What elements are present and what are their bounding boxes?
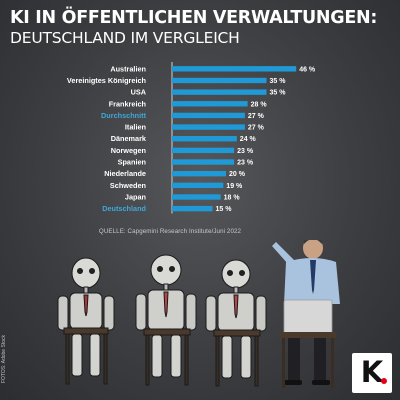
value-label: 19 % [226, 183, 243, 190]
category-label: USA [131, 88, 147, 97]
value-label: 27 % [248, 113, 265, 120]
value-label: 15 % [216, 206, 233, 213]
robot-1 [57, 257, 115, 385]
bar [172, 89, 267, 95]
bar [172, 182, 224, 189]
robot-2 [135, 254, 197, 386]
category-label: Schweden [110, 181, 146, 190]
category-label: Dänemark [111, 134, 147, 143]
category-label: Australien [110, 64, 146, 73]
category-label: Frankreich [109, 99, 146, 108]
chart-subtitle: DEUTSCHLAND IM VERGLEICH [10, 29, 240, 47]
logo-dot [381, 378, 387, 384]
category-label: Vereinigtes Königreich [67, 76, 146, 85]
value-label: 46 % [299, 66, 316, 73]
source-note: QUELLE: Capgemini Research Institute/Jun… [98, 228, 242, 235]
category-label: Durchschnitt [101, 111, 147, 120]
logo-letter: K [360, 355, 384, 389]
value-label: 28 % [251, 101, 268, 108]
value-label: 23 % [237, 160, 254, 167]
businessman [272, 240, 340, 388]
value-label: 27 % [248, 125, 265, 132]
bar [172, 124, 245, 130]
bar [172, 136, 237, 142]
category-label: Norwegen [111, 146, 146, 155]
value-label: 18 % [224, 194, 241, 201]
category-label: Japan [125, 192, 146, 201]
category-label: Deutschland [102, 204, 146, 213]
chart-title: KI IN ÖFFENTLICHEN VERWALTUNGEN: [10, 8, 378, 28]
bar [172, 77, 267, 84]
robot-3 [205, 259, 267, 387]
category-label: Italien [125, 123, 146, 132]
bar [172, 170, 226, 177]
value-label: 20 % [229, 171, 246, 178]
bar [172, 147, 235, 154]
value-label: 23 % [237, 148, 254, 155]
bar-chart: Australien 46 % Vereinigtes Königreich 35 %… [67, 62, 316, 214]
bar [172, 112, 245, 119]
bar [172, 205, 213, 212]
bar [172, 159, 235, 165]
value-label: 24 % [240, 136, 257, 143]
robots-and-businessman-illustration [57, 240, 340, 388]
value-label: 35 % [270, 78, 287, 85]
bar [172, 66, 297, 72]
bar [172, 101, 248, 107]
category-label: Spanien [118, 158, 146, 167]
value-label: 35 % [270, 90, 287, 97]
category-label: Niederlande [104, 169, 146, 178]
k-logo: K [352, 353, 392, 393]
bar [172, 194, 221, 200]
